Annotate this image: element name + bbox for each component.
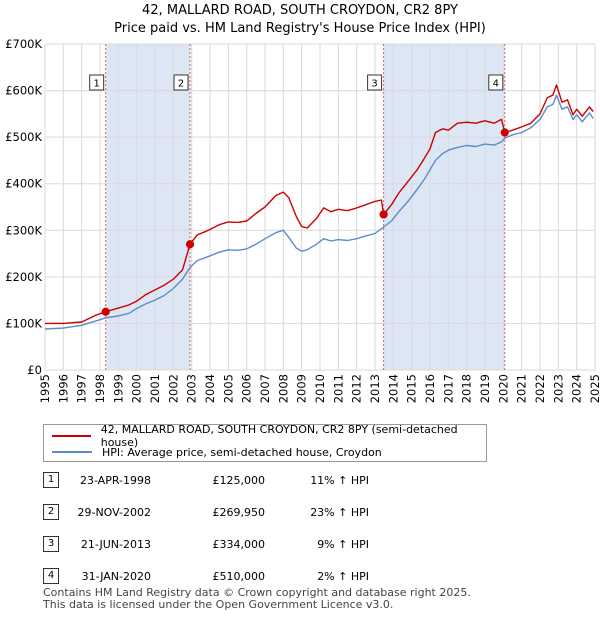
x-tick-label: 2002: [166, 374, 180, 403]
sale-row: 3 21-JUN-2013 £334,000 9% ↑ HPI: [43, 536, 463, 554]
x-tick-label: 2006: [240, 374, 254, 403]
x-tick-label: 2022: [533, 374, 547, 403]
sale-date: 21-JUN-2013: [80, 538, 151, 551]
legend-label-hpi: HPI: Average price, semi-detached house,…: [102, 445, 382, 459]
y-tick-label: £600K: [5, 84, 42, 98]
x-tick-label: 2019: [478, 374, 492, 403]
sale-hpi-change: 2% ↑ HPI: [317, 570, 369, 583]
x-tick-label: 2001: [148, 374, 162, 403]
x-tick-label: 2007: [258, 374, 272, 403]
legend-item-property: 42, MALLARD ROAD, SOUTH CROYDON, CR2 8PY…: [52, 423, 486, 449]
x-tick-label: 1997: [75, 374, 89, 403]
sale-number-badge: 3: [43, 536, 59, 552]
x-tick-label: 1996: [56, 374, 70, 403]
x-tick-label: 2000: [130, 374, 144, 403]
sale-label: 1: [93, 79, 99, 90]
sale-price: £269,950: [212, 506, 266, 519]
x-tick-label: 2021: [515, 374, 529, 403]
legend-swatch-hpi: [52, 451, 92, 453]
x-tick-label: 2003: [185, 374, 199, 403]
x-tick-label: 2013: [368, 374, 382, 403]
legend-swatch-property: [52, 435, 91, 437]
x-tick-label: 2014: [386, 374, 400, 403]
x-tick-label: 2024: [570, 374, 584, 403]
x-tick-label: 2020: [496, 374, 510, 403]
y-tick-label: £400K: [5, 177, 42, 191]
x-tick-label: 2009: [295, 374, 309, 403]
sale-hpi-change: 23% ↑ HPI: [310, 506, 369, 519]
sale-row: 1 23-APR-1998 £125,000 11% ↑ HPI: [43, 472, 463, 490]
sale-label-box: [488, 74, 504, 91]
footer-licence: This data is licensed under the Open Gov…: [43, 598, 394, 611]
sale-date: 23-APR-1998: [79, 474, 151, 487]
price-chart: 1 2 3 4 £0 £100K £200K £300K £400K £500K £600K £70…: [5, 37, 600, 403]
chart-subtitle: Price paid vs. HM Land Registry's House …: [114, 21, 486, 36]
x-tick-label: 2015: [405, 374, 419, 403]
chart-legend: 42, MALLARD ROAD, SOUTH CROYDON, CR2 8PY…: [43, 423, 487, 462]
sale-number-badge: 2: [43, 504, 59, 520]
x-tick-label: 2008: [276, 374, 290, 403]
sale-point: [500, 128, 509, 137]
property-price-line: [45, 84, 594, 325]
x-tick-label: 2004: [203, 374, 217, 403]
x-tick-label: 2023: [551, 374, 565, 403]
sale-label-box: [367, 74, 383, 91]
legend-label-property: 42, MALLARD ROAD, SOUTH CROYDON, CR2 8PY…: [100, 423, 458, 449]
sale-row: 4 31-JAN-2020 £510,000 2% ↑ HPI: [43, 568, 463, 586]
sale-label: 3: [371, 79, 377, 90]
y-tick-label: £700K: [5, 37, 42, 51]
x-tick-label: 2018: [460, 374, 474, 403]
chart-title: 42, MALLARD ROAD, SOUTH CROYDON, CR2 8PY: [142, 3, 458, 18]
sale-number-badge: 1: [43, 472, 59, 488]
sale-label-box: [173, 74, 189, 91]
sale-label-box: [89, 74, 105, 91]
x-tick-label: 2012: [350, 374, 364, 403]
sale-row: 2 29-NOV-2002 £269,950 23% ↑ HPI: [43, 504, 463, 522]
attribution-footer: Contains HM Land Registry data © Crown c…: [43, 587, 471, 611]
shaded-period: [383, 44, 505, 370]
y-tick-label: £200K: [5, 270, 42, 284]
sale-label: 4: [493, 79, 499, 90]
y-tick-label: £500K: [5, 130, 42, 144]
x-tick-label: 2005: [221, 374, 235, 403]
x-tick-label: 2010: [313, 374, 327, 403]
x-tick-label: 2025: [588, 374, 600, 403]
sale-date: 31-JAN-2020: [81, 570, 151, 583]
sale-price: £510,000: [212, 570, 266, 583]
sale-price: £334,000: [212, 538, 266, 551]
x-tick-label: 2017: [441, 374, 455, 403]
y-tick-label: £300K: [5, 223, 42, 237]
sale-date: 29-NOV-2002: [77, 506, 151, 519]
footer-copyright: Contains HM Land Registry data © Crown c…: [43, 586, 471, 599]
hpi-line: [44, 94, 594, 330]
x-tick-label: 1995: [38, 374, 52, 403]
x-tick-label: 2011: [331, 374, 345, 403]
sale-hpi-change: 11% ↑ HPI: [310, 474, 369, 487]
y-tick-label: £0: [27, 363, 42, 377]
sale-number-badge: 4: [43, 568, 59, 584]
sale-point: [101, 307, 110, 316]
sale-price: £125,000: [212, 474, 266, 487]
sale-point: [379, 210, 388, 219]
sale-hpi-change: 9% ↑ HPI: [317, 538, 369, 551]
x-tick-label: 1998: [93, 374, 107, 403]
y-tick-label: £100K: [5, 316, 42, 330]
sale-label: 2: [178, 79, 184, 90]
sale-point: [185, 240, 195, 249]
x-tick-label: 2016: [423, 374, 437, 403]
x-tick-label: 1999: [111, 374, 125, 403]
legend-item-hpi: HPI: Average price, semi-detached house,…: [52, 444, 382, 460]
